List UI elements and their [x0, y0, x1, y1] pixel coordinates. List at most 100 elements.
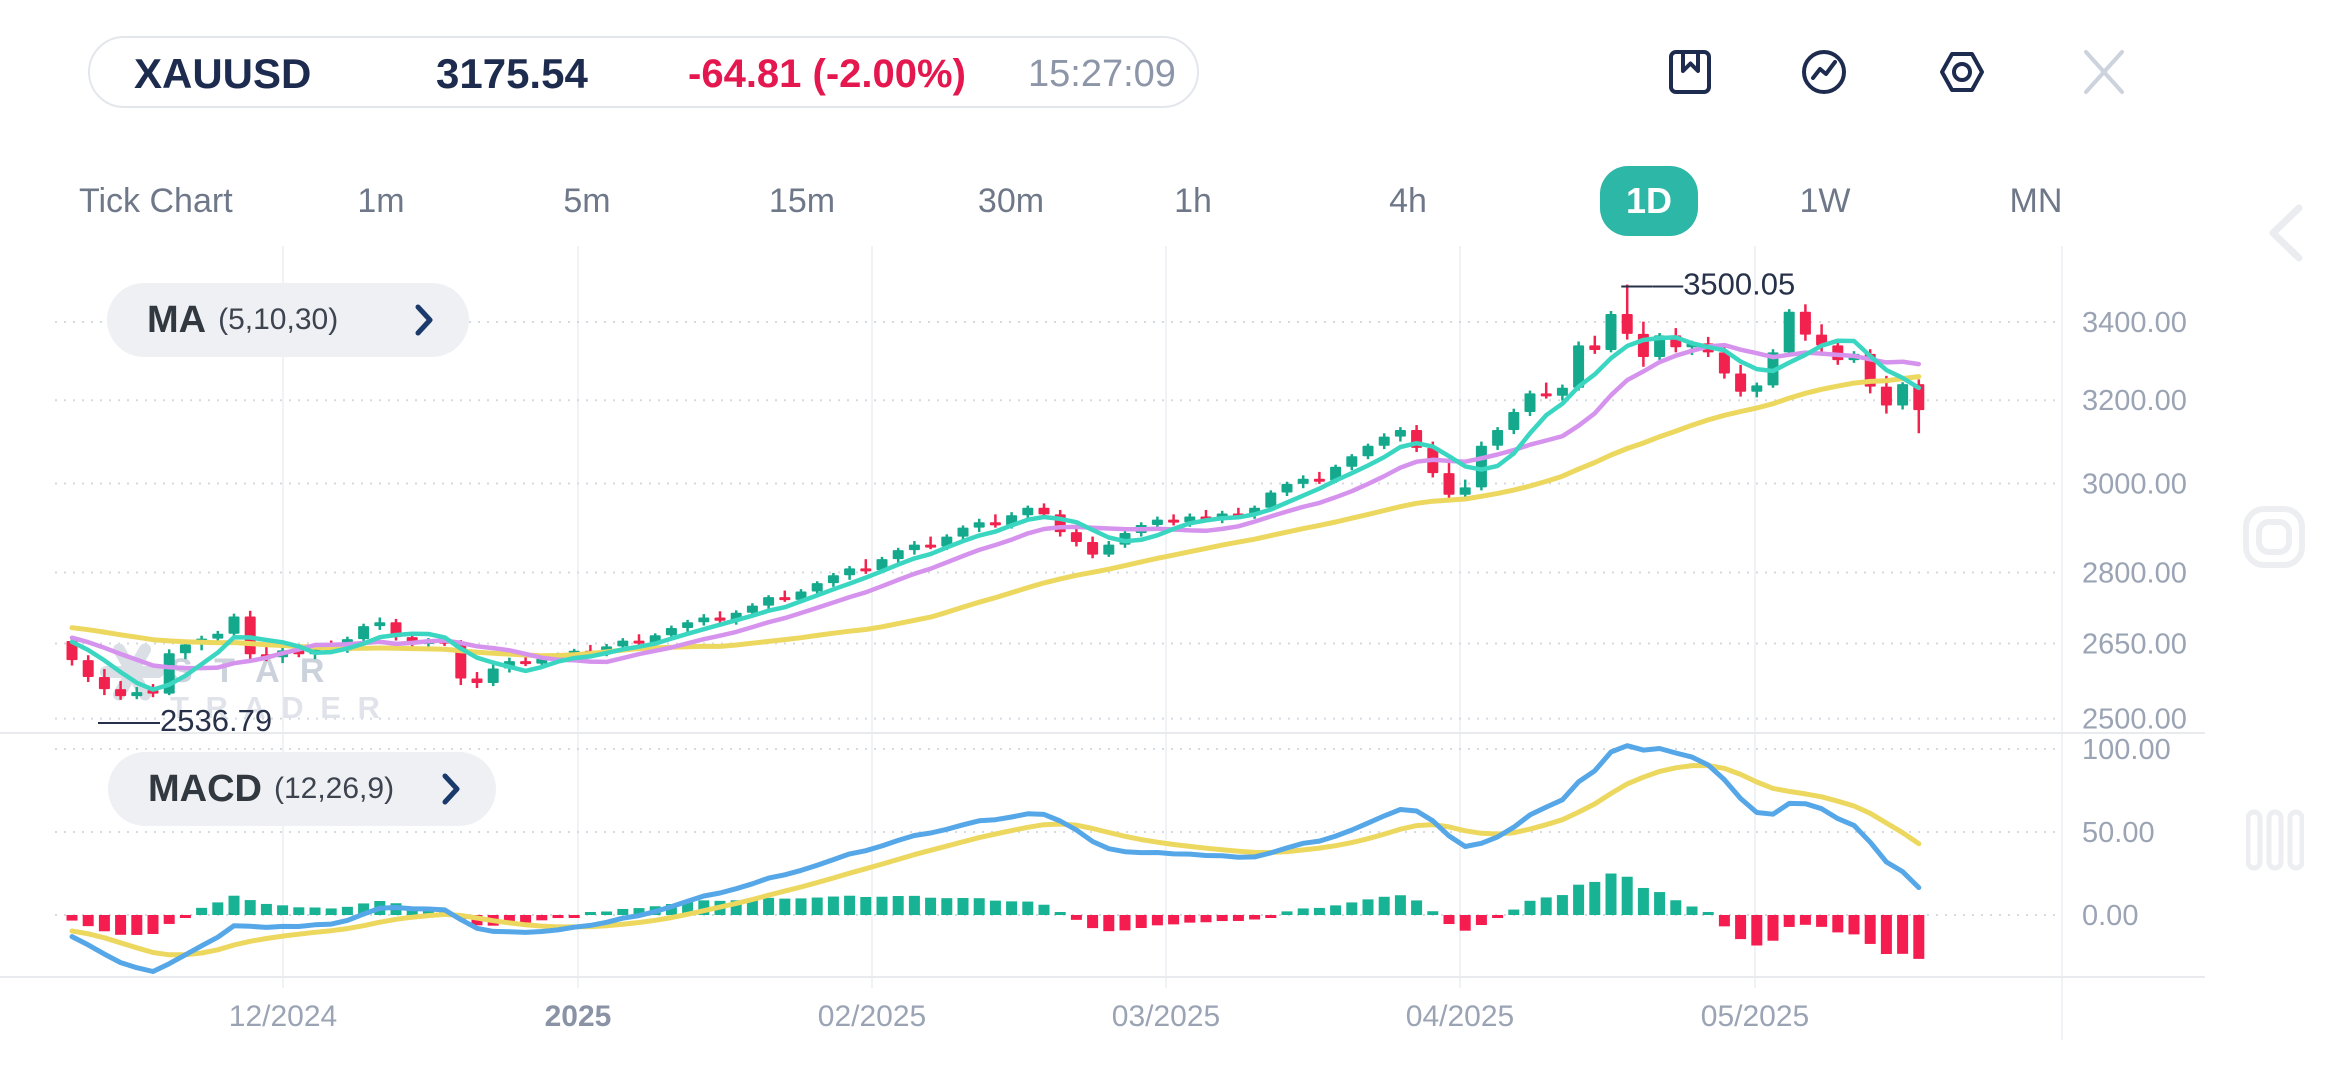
candle-body	[1281, 483, 1293, 493]
candle-body	[1508, 411, 1520, 430]
candle-body	[617, 640, 629, 647]
macd-histogram-bar	[892, 896, 904, 915]
macd-axis-label: 100.00	[2082, 734, 2171, 766]
candle-body	[212, 633, 224, 639]
candles	[66, 284, 1925, 700]
macd-histogram	[66, 873, 1925, 959]
macd-histogram-bar	[341, 906, 353, 915]
candle-body	[844, 568, 856, 576]
candle-body	[1783, 311, 1795, 353]
candle-body	[1751, 385, 1763, 392]
macd-histogram-bar	[1783, 915, 1795, 927]
macd-histogram-bar	[665, 904, 677, 915]
candle-body	[115, 689, 127, 697]
ma-indicator-button[interactable]: MA (5,10,30)	[107, 283, 469, 357]
candle-body	[1799, 311, 1811, 335]
close-icon[interactable]	[2080, 48, 2128, 96]
timeframe-tab-1d[interactable]: 1D	[1599, 166, 1699, 236]
macd-histogram-bar	[1378, 896, 1390, 915]
candle-body	[98, 677, 110, 690]
date-axis-label: 12/2024	[229, 1000, 337, 1033]
candle-body	[1313, 478, 1325, 482]
candle-body	[1540, 393, 1552, 397]
candle-body	[633, 640, 645, 644]
candle-body	[1378, 436, 1390, 446]
macd-histogram-bar	[1459, 915, 1471, 931]
bookmark-icon[interactable]	[1666, 48, 1714, 96]
price-change: -64.81 (-2.00%)	[688, 52, 966, 96]
candle-body	[1168, 519, 1180, 523]
candle-body	[1605, 314, 1617, 350]
macd-histogram-bar	[1492, 915, 1504, 918]
timeframe-tab-1w[interactable]: 1W	[1799, 182, 1851, 220]
macd-histogram-bar	[1184, 915, 1196, 923]
macd-histogram-bar	[260, 903, 272, 915]
timeframe-tab-mn[interactable]: MN	[2009, 182, 2063, 220]
settings-hex-icon[interactable]	[1938, 48, 1986, 96]
candle-body	[908, 544, 920, 551]
macd-histogram-bar	[131, 915, 143, 935]
macd-histogram-bar	[1573, 884, 1585, 915]
candle-body	[1556, 387, 1568, 396]
macd-histogram-bar	[925, 897, 937, 915]
timeframe-tab-5m[interactable]: 5m	[563, 182, 611, 220]
macd-histogram-bar	[1589, 881, 1601, 915]
price-axis-label: 2800.00	[2082, 557, 2187, 589]
macd-histogram-bar	[1654, 892, 1666, 915]
candle-body	[811, 583, 823, 592]
candle-body	[487, 668, 499, 684]
candle-body	[1524, 393, 1536, 412]
macd-histogram-bar	[1054, 912, 1066, 915]
panel-collapse-chevron-icon[interactable]	[2255, 200, 2321, 266]
chevron-right-icon	[440, 771, 462, 807]
candle-body	[1087, 541, 1099, 555]
ma-indicator-params: (5,10,30)	[218, 303, 339, 336]
macd-histogram-bar	[1508, 909, 1520, 915]
timeframe-tab-30m[interactable]: 30m	[977, 182, 1045, 220]
candle-body	[520, 661, 532, 665]
macd-indicator-button[interactable]: MACD (12,26,9)	[108, 752, 496, 826]
candle-body	[131, 692, 143, 697]
watermark-line2: T R A D E R	[170, 690, 384, 725]
candle-body	[471, 678, 483, 684]
candle-body	[1621, 314, 1633, 334]
candle-body	[1038, 507, 1050, 515]
macd-histogram-bar	[1832, 915, 1844, 933]
candle-body	[925, 544, 937, 548]
macd-histogram-bar	[795, 898, 807, 915]
date-axis-label: 02/2025	[818, 1000, 926, 1033]
candle-body	[698, 617, 710, 623]
rounded-square-tool-icon[interactable]	[2242, 505, 2306, 569]
timeframe-tab-15m[interactable]: 15m	[768, 182, 836, 220]
candle-body	[82, 660, 94, 678]
macd-histogram-bar	[520, 915, 532, 923]
timeframe-tab-1h[interactable]: 1h	[1174, 182, 1212, 220]
timeframe-tab-1m[interactable]: 1m	[357, 182, 405, 220]
candle-body	[973, 522, 985, 528]
candle-body	[682, 622, 694, 629]
macd-histogram-bar	[1119, 915, 1131, 931]
macd-histogram-bar	[1411, 900, 1423, 915]
macd-histogram-bar	[1556, 895, 1568, 915]
macd-histogram-bar	[860, 896, 872, 915]
candle-body	[1573, 345, 1585, 388]
price-axis-label: 2500.00	[2082, 704, 2187, 736]
macd-histogram-bar	[1897, 915, 1909, 954]
macd-histogram-bar	[1200, 915, 1212, 923]
indicator-pulse-icon[interactable]	[1800, 48, 1848, 96]
ma-indicator-name: MA	[147, 298, 207, 341]
macd-histogram-bar	[1524, 900, 1536, 915]
ma5-line	[69, 335, 1922, 692]
macd-histogram-bar	[196, 907, 208, 915]
drag-handle-icon[interactable]	[2246, 808, 2304, 872]
date-axis-label: 2025	[545, 1000, 612, 1033]
timeframe-tab-4h[interactable]: 4h	[1389, 182, 1427, 220]
timeframe-tab-tick-chart[interactable]: Tick Chart	[79, 182, 233, 220]
macd-histogram-bar	[1249, 915, 1261, 920]
macd-histogram-bar	[1670, 900, 1682, 915]
candle-body	[1362, 445, 1374, 457]
macd-histogram-bar	[1605, 873, 1617, 915]
quote-time: 15:27:09	[1028, 53, 1176, 95]
candle-body	[1346, 456, 1358, 467]
